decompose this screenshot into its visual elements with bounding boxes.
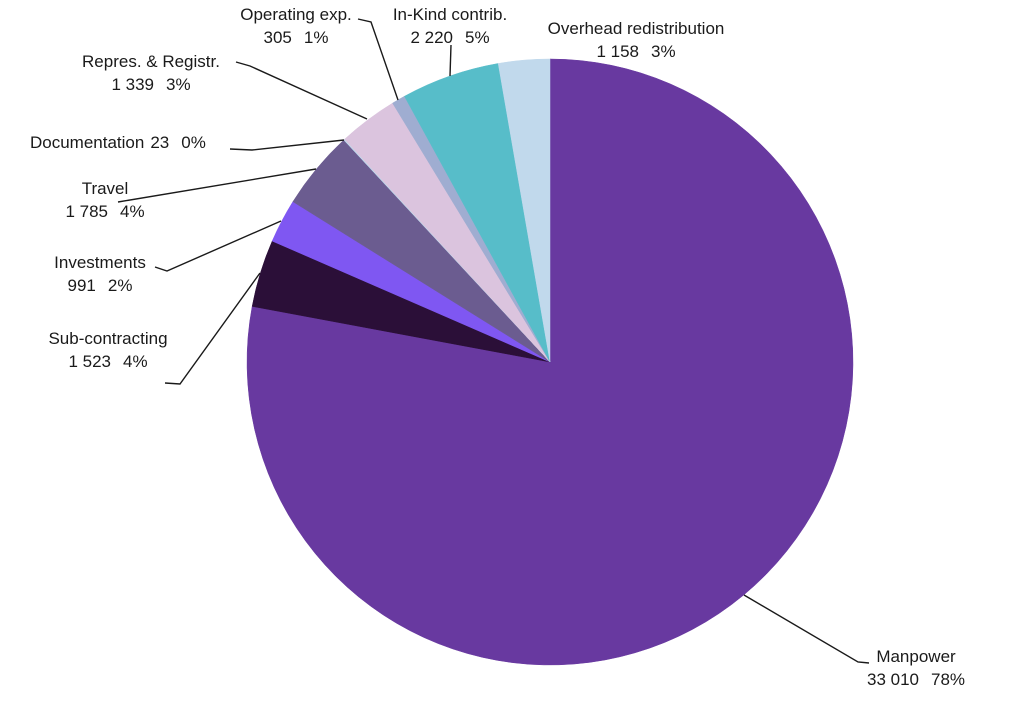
slice-label-name: Overhead redistribution bbox=[547, 19, 725, 38]
slice-label-value: 1 785 4% bbox=[65, 202, 145, 221]
leader-line-in-kind bbox=[449, 44, 452, 77]
slice-label-repres-registr: Repres. & Registr. 1 339 3% bbox=[61, 50, 241, 96]
slice-label-value: 2 220 5% bbox=[410, 28, 490, 47]
slice-label-value: 991 2% bbox=[67, 276, 133, 295]
slice-label-name: Travel bbox=[81, 179, 129, 198]
slice-label-travel: Travel 1 785 4% bbox=[40, 177, 170, 223]
pie-slice-overhead bbox=[497, 58, 551, 363]
slice-label-value: 305 1% bbox=[263, 28, 329, 47]
leader-line-repres-registr bbox=[235, 61, 368, 120]
pie-wedges bbox=[246, 58, 854, 666]
leader-line-operating-exp bbox=[357, 18, 399, 101]
slice-label-name: In-Kind contrib. bbox=[392, 5, 508, 24]
leader-lines bbox=[117, 18, 870, 664]
slice-label-overhead: Overhead redistribution 1 158 3% bbox=[521, 17, 751, 63]
slice-label-value: 23 bbox=[150, 133, 170, 152]
slice-label-documentation: Documentation 23 0% bbox=[30, 131, 206, 154]
leader-line-manpower bbox=[743, 594, 870, 664]
slice-label-pct: 0% bbox=[181, 133, 206, 152]
slice-label-name: Sub-contracting bbox=[48, 329, 168, 348]
leader-line-sub-contracting bbox=[164, 272, 261, 385]
slice-label-name: Operating exp. bbox=[240, 5, 352, 24]
slice-label-name: Investments bbox=[54, 253, 146, 272]
slice-label-in-kind: In-Kind contrib. 2 220 5% bbox=[375, 3, 525, 49]
slice-label-sub-contracting: Sub-contracting 1 523 4% bbox=[28, 327, 188, 373]
leader-line-investments bbox=[154, 220, 282, 272]
slice-label-value: 1 523 4% bbox=[68, 352, 148, 371]
leader-line-documentation bbox=[229, 139, 345, 151]
leader-line-travel bbox=[117, 168, 317, 203]
slice-label-name: Repres. & Registr. bbox=[82, 52, 220, 71]
slice-label-value: 1 158 3% bbox=[596, 42, 676, 61]
slice-label-investments: Investments 991 2% bbox=[30, 251, 170, 297]
slice-label-operating-exp: Operating exp. 305 1% bbox=[221, 3, 371, 49]
slice-label-value: 1 339 3% bbox=[111, 75, 191, 94]
slice-label-value: 33 010 78% bbox=[866, 670, 966, 689]
slice-label-name: Manpower bbox=[876, 647, 956, 666]
slice-label-manpower: Manpower 33 010 78% bbox=[816, 645, 1016, 691]
slice-label-name: Documentation bbox=[30, 133, 145, 152]
